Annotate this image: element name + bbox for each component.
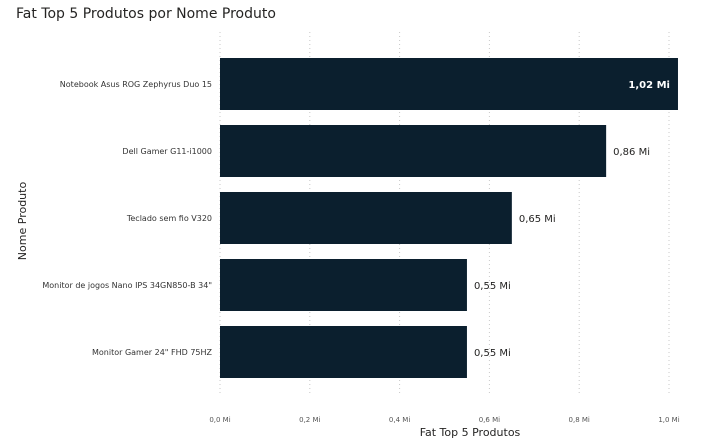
- x-tick-label: 1,0 Mi: [658, 416, 679, 424]
- x-axis-title: Fat Top 5 Produtos: [420, 426, 521, 439]
- x-tick-label: 0,6 Mi: [479, 416, 500, 424]
- data-labels: 1,02 Mi 0,86 Mi 0,65 Mi 0,55 Mi 0,55 Mi: [474, 80, 670, 359]
- category-label: Monitor Gamer 24" FHD 75HZ: [92, 348, 213, 357]
- data-label: 0,86 Mi: [613, 147, 650, 158]
- bar[interactable]: [220, 125, 607, 177]
- data-label: 1,02 Mi: [628, 80, 670, 91]
- bar[interactable]: [220, 58, 678, 110]
- category-label: Notebook Asus ROG Zephyrus Duo 15: [60, 80, 212, 89]
- category-label: Teclado sem fio V320: [126, 214, 212, 223]
- data-label: 0,55 Mi: [474, 281, 511, 292]
- data-label: 0,65 Mi: [519, 214, 556, 225]
- x-tick-labels: 0,0 Mi 0,2 Mi 0,4 Mi 0,6 Mi 0,8 Mi 1,0 Mi: [209, 416, 679, 424]
- x-tick-label: 0,4 Mi: [389, 416, 410, 424]
- x-tick-label: 0,0 Mi: [209, 416, 230, 424]
- x-tick-label: 0,8 Mi: [569, 416, 590, 424]
- bar[interactable]: [220, 326, 467, 378]
- category-label: Monitor de jogos Nano IPS 34GN850-B 34": [42, 281, 212, 290]
- x-tick-label: 0,2 Mi: [299, 416, 320, 424]
- data-label: 0,55 Mi: [474, 348, 511, 359]
- bar[interactable]: [220, 192, 512, 244]
- bars: [220, 58, 678, 378]
- bar[interactable]: [220, 259, 467, 311]
- category-label: Dell Gamer G11-i1000: [122, 147, 212, 156]
- chart-title: Fat Top 5 Produtos por Nome Produto: [16, 6, 276, 22]
- y-axis-title: Nome Produto: [16, 182, 29, 261]
- category-labels: Notebook Asus ROG Zephyrus Duo 15 Dell Ga…: [42, 80, 212, 357]
